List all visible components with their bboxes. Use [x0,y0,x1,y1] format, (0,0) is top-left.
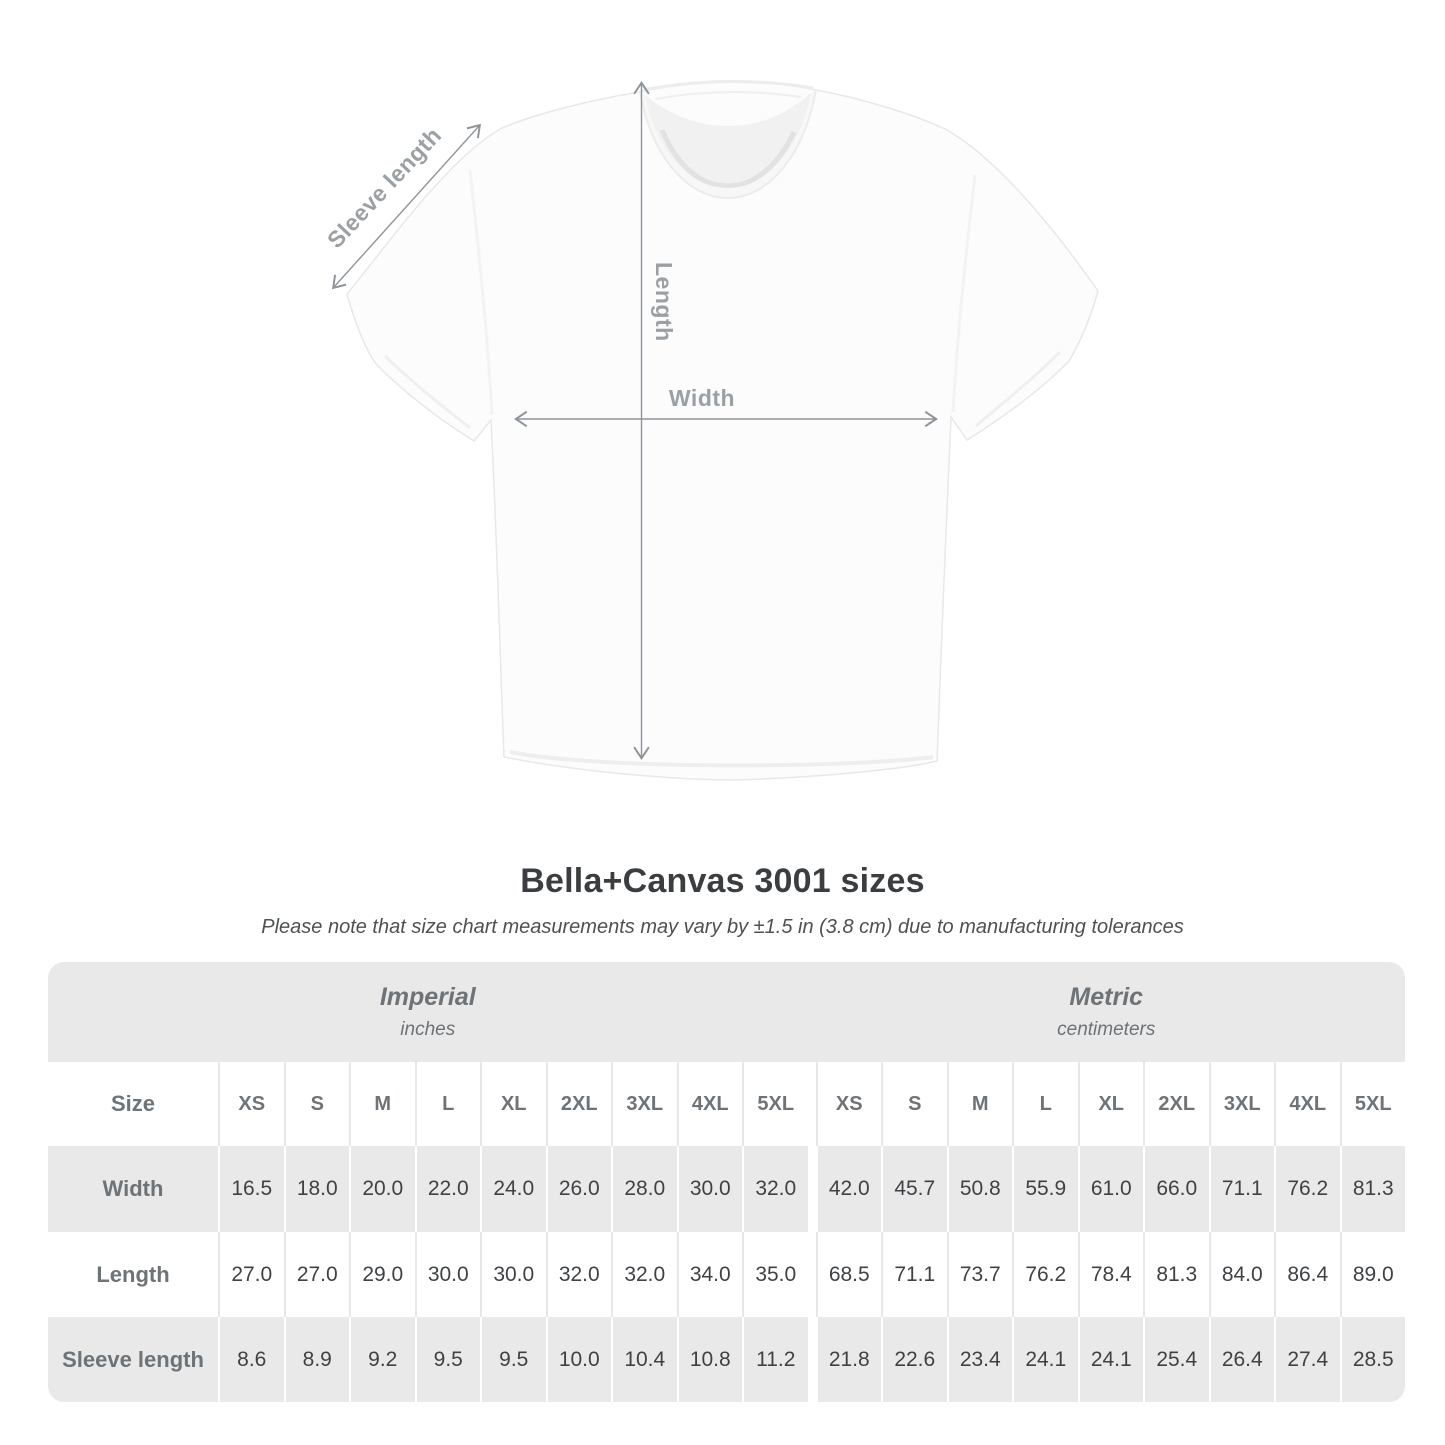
page-title: Bella+Canvas 3001 sizes [520,862,925,900]
size-col-header-metric: XL [1077,1062,1143,1146]
metric-section-title: Metric [1069,983,1144,1011]
size-col-header-imperial: L [414,1062,480,1146]
size-col-header-imperial: 5XL [742,1062,808,1146]
row-label: Length [48,1232,218,1317]
value-cell-imperial: 28.0 [611,1146,677,1232]
value-cell-metric: 25.4 [1143,1317,1209,1402]
size-col-header-metric: S [881,1062,947,1146]
value-cell-imperial: 30.0 [414,1232,480,1317]
value-cell-imperial: 10.4 [611,1317,677,1402]
value-cell-metric: 22.6 [881,1317,947,1402]
value-cell-metric: 61.0 [1077,1146,1143,1232]
size-col-header-imperial: XS [218,1062,284,1146]
value-cell-imperial: 27.0 [283,1232,349,1317]
size-col-header-imperial: S [283,1062,349,1146]
value-cell-imperial: 10.0 [545,1317,611,1402]
imperial-section-unit: inches [400,1019,456,1040]
size-col-header-metric: XS [815,1062,881,1146]
row-label: Width [48,1146,218,1232]
value-cell-metric: 45.7 [881,1146,947,1232]
value-cell-imperial: 26.0 [545,1146,611,1232]
value-cell-imperial: 8.6 [218,1317,284,1402]
length-annotation: Length [651,262,677,342]
tshirt-illustration [346,80,1099,781]
imperial-section-header: Imperial inches [48,962,808,1062]
size-col-header-imperial: M [349,1062,415,1146]
size-col-header-imperial: XL [480,1062,546,1146]
value-cell-metric: 89.0 [1339,1232,1405,1317]
value-cell-imperial: 35.0 [742,1232,808,1317]
value-cell-imperial: 32.0 [611,1232,677,1317]
value-cell-metric: 24.1 [1012,1317,1078,1402]
value-cell-metric: 68.5 [815,1232,881,1317]
value-cell-metric: 42.0 [815,1146,881,1232]
value-cell-imperial: 11.2 [742,1317,808,1402]
value-cell-metric: 73.7 [946,1232,1012,1317]
value-cell-metric: 78.4 [1077,1232,1143,1317]
value-cell-imperial: 27.0 [218,1232,284,1317]
value-cell-metric: 84.0 [1208,1232,1274,1317]
row-label: Sleeve length [48,1317,218,1402]
value-cell-imperial: 22.0 [414,1146,480,1232]
size-col-header-imperial: 2XL [545,1062,611,1146]
value-cell-imperial: 32.0 [545,1232,611,1317]
value-cell-metric: 28.5 [1339,1317,1405,1402]
value-cell-metric: 76.2 [1274,1146,1340,1232]
size-col-header-metric: 2XL [1143,1062,1209,1146]
size-col-header-metric: M [946,1062,1012,1146]
value-cell-imperial: 16.5 [218,1146,284,1232]
value-cell-imperial: 32.0 [742,1146,808,1232]
measurement-arrows [331,81,938,760]
sleeve-length-arrow [331,123,482,290]
value-cell-imperial: 34.0 [676,1232,742,1317]
value-cell-imperial: 9.2 [349,1317,415,1402]
value-cell-metric: 23.4 [946,1317,1012,1402]
value-cell-metric: 55.9 [1012,1146,1078,1232]
value-cell-imperial: 20.0 [349,1146,415,1232]
value-cell-imperial: 9.5 [480,1317,546,1402]
value-cell-imperial: 30.0 [676,1146,742,1232]
value-cell-metric: 81.3 [1339,1146,1405,1232]
width-annotation: Width [669,385,735,411]
value-cell-imperial: 29.0 [349,1232,415,1317]
value-cell-metric: 76.2 [1012,1232,1078,1317]
size-col-header-imperial: 3XL [611,1062,677,1146]
value-cell-metric: 66.0 [1143,1146,1209,1232]
size-col-header-metric: 3XL [1208,1062,1274,1146]
value-cell-imperial: 9.5 [414,1317,480,1402]
value-cell-imperial: 30.0 [480,1232,546,1317]
value-cell-metric: 50.8 [946,1146,1012,1232]
size-corner-label: Size [48,1062,218,1146]
metric-section-unit: centimeters [1057,1019,1156,1040]
value-cell-metric: 24.1 [1077,1317,1143,1402]
size-col-header-imperial: 4XL [676,1062,742,1146]
value-cell-metric: 86.4 [1274,1232,1340,1317]
tshirt-diagram: Sleeve length Length Width [322,80,1099,781]
imperial-section-title: Imperial [379,983,476,1011]
value-cell-metric: 71.1 [881,1232,947,1317]
size-col-header-metric: 5XL [1339,1062,1405,1146]
value-cell-metric: 21.8 [815,1317,881,1402]
value-cell-imperial: 18.0 [283,1146,349,1232]
value-cell-imperial: 24.0 [480,1146,546,1232]
metric-section-header: Metric centimeters [807,962,1405,1062]
value-cell-metric: 26.4 [1208,1317,1274,1402]
size-col-header-metric: L [1012,1062,1078,1146]
value-cell-metric: 27.4 [1274,1317,1340,1402]
value-cell-metric: 71.1 [1208,1146,1274,1232]
size-col-header-metric: 4XL [1274,1062,1340,1146]
value-cell-imperial: 8.9 [283,1317,349,1402]
size-table-grid: Imperial inches Metric centimeters Size X… [48,962,1405,1402]
value-cell-metric: 81.3 [1143,1232,1209,1317]
tolerance-note: Please note that size chart measurements… [261,916,1184,938]
value-cell-imperial: 10.8 [676,1317,742,1402]
